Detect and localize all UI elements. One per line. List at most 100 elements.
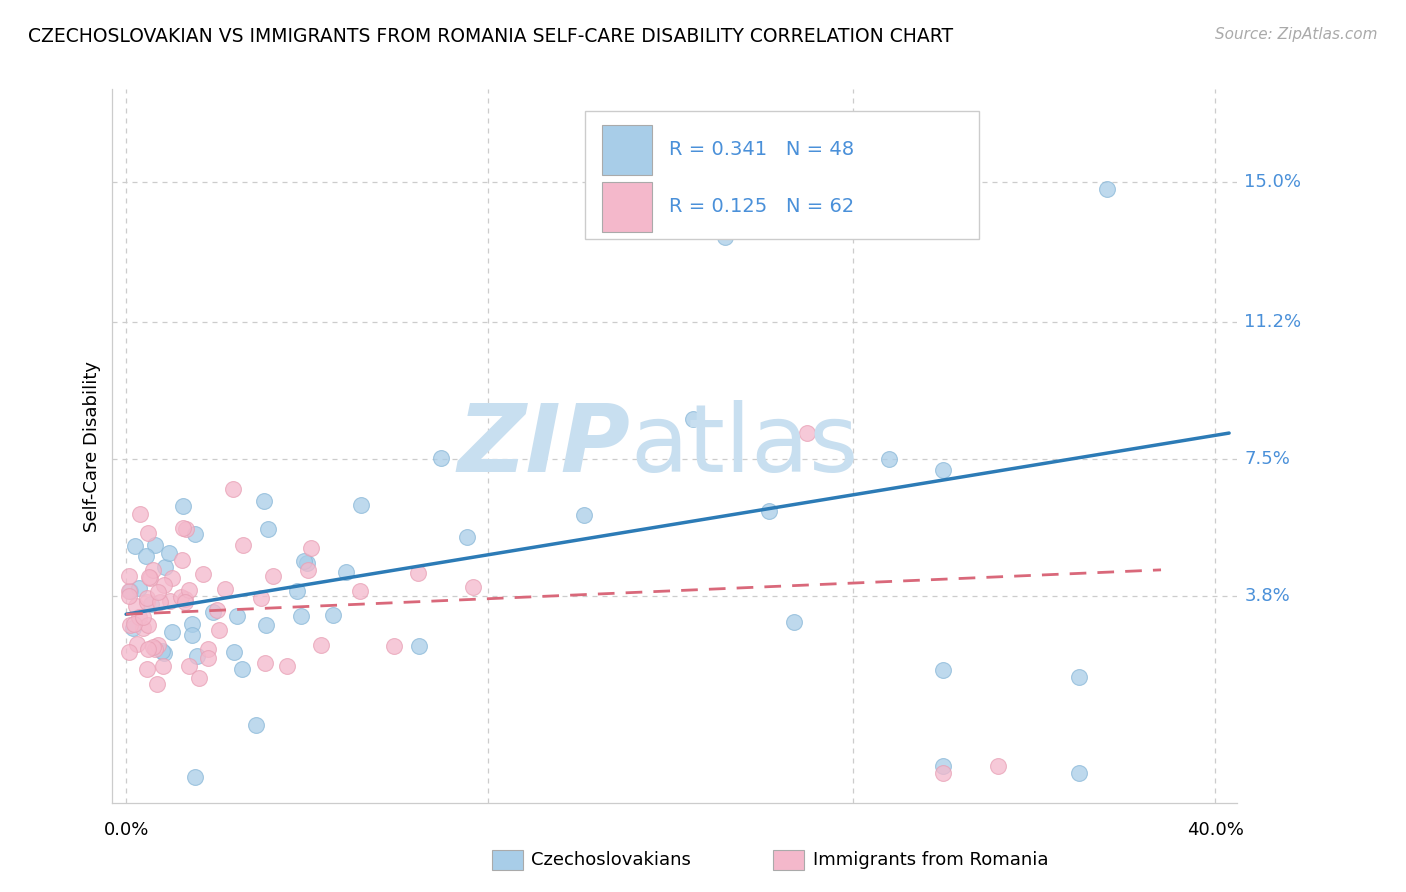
Point (118, 645, 141, 659)
Point (136, 662, 159, 676)
Point (138, 569, 160, 583)
Point (120, 583, 142, 598)
Text: CZECHOSLOVAKIAN VS IMMIGRANTS FROM ROMANIA SELF-CARE DISABILITY CORRELATION CHAR: CZECHOSLOVAKIAN VS IMMIGRANTS FROM ROMAN… (28, 27, 953, 45)
Point (932, 463, 955, 477)
Point (118, 589, 141, 603)
Point (758, 504, 780, 518)
Point (188, 671, 211, 685)
Point (197, 641, 219, 656)
Text: 11.2%: 11.2% (1244, 313, 1302, 331)
Text: ZIP: ZIP (457, 400, 630, 492)
Text: Immigrants from Romania: Immigrants from Romania (813, 851, 1047, 869)
Point (184, 770, 207, 784)
Point (932, 663, 955, 677)
Point (124, 599, 146, 613)
Point (430, 451, 453, 466)
Text: 0.0%: 0.0% (104, 822, 149, 839)
Point (179, 659, 201, 673)
Point (202, 605, 225, 619)
Point (349, 584, 371, 599)
Point (1069, 670, 1091, 684)
Point (253, 494, 276, 508)
Point (136, 618, 159, 632)
Point (160, 625, 183, 640)
Point (135, 549, 157, 564)
Point (207, 623, 229, 637)
Point (174, 522, 197, 536)
Point (177, 583, 200, 598)
Text: Source: ZipAtlas.com: Source: ZipAtlas.com (1215, 27, 1378, 42)
Point (153, 560, 176, 574)
Point (294, 554, 316, 568)
Point (682, 411, 704, 425)
Point (311, 638, 333, 652)
Point (184, 527, 207, 541)
Point (118, 569, 141, 583)
Point (1069, 766, 1091, 780)
Point (932, 766, 955, 780)
Point (157, 546, 180, 560)
Point (159, 594, 181, 608)
Point (335, 566, 357, 580)
Point (408, 639, 430, 653)
Point (276, 659, 298, 673)
Point (170, 590, 193, 604)
Point (173, 595, 195, 609)
Point (262, 569, 284, 583)
Point (205, 603, 228, 617)
Point (180, 617, 202, 632)
Point (245, 718, 267, 732)
Point (232, 538, 254, 552)
Point (136, 595, 159, 609)
Point (254, 617, 277, 632)
Point (714, 230, 737, 244)
Point (572, 508, 595, 523)
Point (128, 581, 150, 595)
Point (987, 759, 1010, 773)
Point (124, 539, 146, 553)
Point (173, 591, 195, 606)
Text: atlas: atlas (630, 400, 858, 492)
Point (128, 610, 150, 624)
Point (149, 595, 172, 609)
Point (122, 616, 145, 631)
Point (172, 500, 194, 514)
Point (121, 621, 143, 635)
Point (118, 584, 141, 599)
Point (142, 563, 165, 577)
Text: 40.0%: 40.0% (1187, 822, 1244, 839)
Point (186, 649, 208, 664)
Y-axis label: Self-Care Disability: Self-Care Disability (83, 360, 101, 532)
Point (254, 656, 277, 670)
Point (214, 582, 236, 596)
Point (823, 182, 845, 196)
Point (172, 521, 194, 535)
Point (285, 583, 308, 598)
Point (191, 567, 214, 582)
Point (796, 425, 818, 440)
Point (172, 553, 194, 567)
Point (290, 609, 312, 624)
Point (152, 658, 174, 673)
Point (783, 615, 806, 629)
Point (142, 640, 165, 654)
Point (150, 644, 173, 658)
Point (322, 607, 344, 622)
Text: R = 0.125   N = 62: R = 0.125 N = 62 (669, 197, 855, 217)
Point (146, 677, 169, 691)
FancyBboxPatch shape (585, 111, 979, 239)
Point (132, 609, 155, 624)
Point (249, 591, 271, 606)
Point (143, 642, 166, 657)
Point (143, 538, 166, 552)
Point (932, 759, 955, 773)
Point (197, 651, 219, 665)
Point (146, 638, 169, 652)
Point (350, 499, 373, 513)
Point (135, 591, 157, 605)
Point (456, 530, 478, 544)
Point (153, 646, 176, 660)
Point (295, 556, 318, 570)
Point (406, 566, 429, 580)
FancyBboxPatch shape (602, 182, 652, 232)
